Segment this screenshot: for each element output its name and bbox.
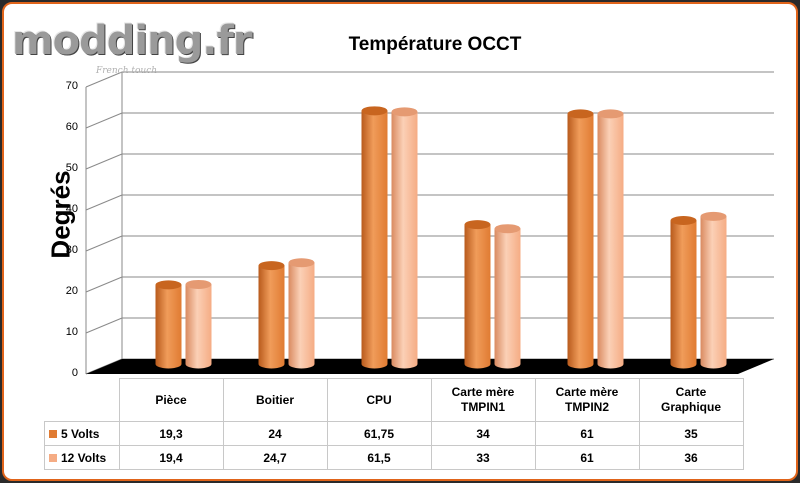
legend-entry: 12 Volts — [44, 445, 120, 470]
bar-5-volts — [567, 109, 594, 369]
y-tick-label: 20 — [65, 285, 78, 297]
data-label: 24 — [222, 421, 328, 446]
site-logo: modding.fr — [12, 18, 253, 64]
bar-12-volts — [185, 279, 212, 369]
data-label: 33 — [430, 445, 536, 470]
bar-12-volts — [391, 107, 418, 369]
data-table-header-row: Pièce Boitier CPU Carte mère TMPIN1 Carte mèr… — [45, 378, 744, 422]
y-tick-label: 40 — [65, 203, 78, 215]
legend-entry: 5 Volts — [44, 421, 120, 446]
category-label: Boitier — [222, 378, 328, 422]
data-table: Pièce Boitier CPU Carte mère TMPIN1 Carte mèr… — [44, 378, 744, 470]
y-tick-label: 70 — [65, 80, 78, 92]
data-label: 61 — [534, 445, 640, 470]
data-label: 61 — [534, 421, 640, 446]
data-label: 61,5 — [326, 445, 432, 470]
gridline-side — [85, 276, 123, 293]
data-label: 19,3 — [118, 421, 224, 446]
gridline-side — [85, 194, 123, 211]
bar-5-volts — [670, 216, 697, 369]
bar-12-volts — [494, 224, 521, 369]
data-table-row: 12 Volts 19,4 24,7 61,5 33 61 36 — [44, 445, 744, 470]
legend-swatch — [49, 429, 57, 438]
data-label: 24,7 — [222, 445, 328, 470]
gridline-side — [85, 317, 123, 334]
bar-5-volts — [361, 106, 388, 369]
gridline-side — [85, 71, 123, 88]
data-label: 61,75 — [326, 421, 432, 446]
logo-tagline: French touch — [96, 66, 158, 76]
category-label: Carte mère TMPIN1 — [430, 378, 536, 422]
data-table-row: 5 Volts 19,3 24 61,75 34 61 35 — [44, 421, 744, 446]
bar-12-volts — [597, 109, 624, 369]
bar-12-volts — [288, 258, 315, 369]
category-label: Carte Graphique — [638, 378, 744, 422]
plot-area — [85, 71, 774, 375]
category-label: Carte mère TMPIN2 — [534, 378, 640, 422]
gridline-side — [85, 112, 123, 129]
data-label: 35 — [638, 421, 744, 446]
gridline-side — [85, 235, 123, 252]
y-tick-label: 60 — [65, 121, 78, 133]
bar-5-volts — [258, 261, 285, 369]
data-label: 36 — [638, 445, 744, 470]
category-label: Pièce — [118, 378, 224, 422]
bar-5-volts — [155, 280, 182, 369]
category-label: CPU — [326, 378, 432, 422]
legend-swatch — [49, 453, 57, 462]
bar-5-volts — [464, 220, 491, 369]
data-table-corner — [45, 379, 120, 422]
y-tick-label: 30 — [65, 244, 78, 256]
y-tick-label: 50 — [65, 162, 78, 174]
gridline-side — [85, 153, 123, 170]
data-label: 19,4 — [118, 445, 224, 470]
y-tick-label: 10 — [65, 326, 78, 338]
data-label: 34 — [430, 421, 536, 446]
bar-12-volts — [700, 211, 727, 369]
y-tick-label: 0 — [71, 367, 78, 379]
chart-title: Température OCCT — [348, 34, 522, 55]
